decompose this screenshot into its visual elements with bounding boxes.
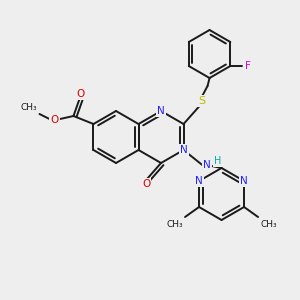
Text: CH₃: CH₃	[260, 220, 277, 229]
Text: N: N	[180, 145, 188, 155]
Text: N: N	[195, 176, 203, 186]
Text: F: F	[245, 61, 251, 71]
Text: CH₃: CH₃	[167, 220, 183, 229]
Text: H: H	[214, 156, 221, 166]
Text: N: N	[157, 106, 165, 116]
Text: S: S	[198, 96, 205, 106]
Text: N: N	[203, 160, 210, 170]
Text: O: O	[142, 179, 150, 189]
Text: O: O	[76, 89, 85, 99]
Text: N: N	[240, 176, 248, 186]
Text: CH₃: CH₃	[21, 103, 38, 112]
Text: O: O	[50, 115, 59, 125]
